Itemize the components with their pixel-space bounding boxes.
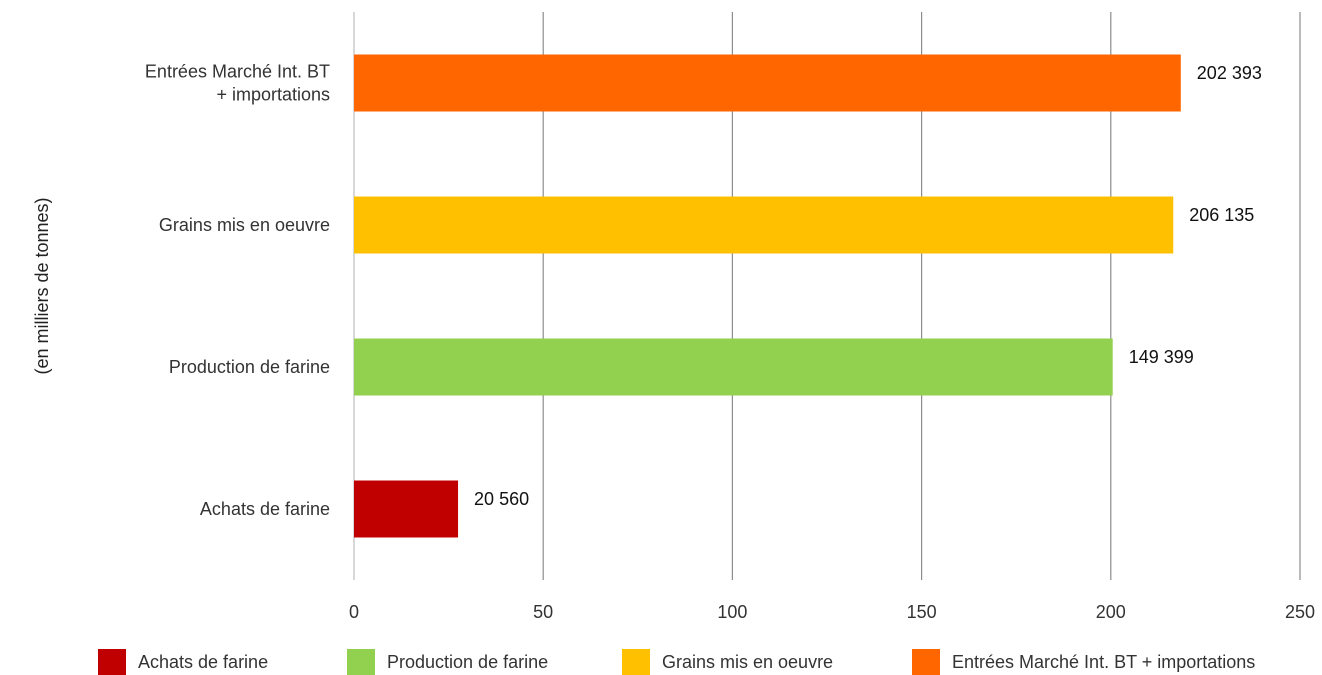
bar-chart-svg: 0 50 100 150 200 250 Entrées Marché Int. BT + i… [32,12,1315,623]
data-label: 20 560 [474,489,529,509]
category-label: Production de farine [169,357,330,377]
legend-item: Achats de farine [98,649,268,675]
legend-label: Grains mis en oeuvre [662,651,834,672]
legend-item: Entrées Marché Int. BT + importations [912,649,1255,675]
category-label-line: Achats de farine [200,499,330,519]
legend-swatch [622,649,650,675]
legend-label: Achats de farine [138,651,269,672]
x-tick-label: 200 [1096,602,1126,622]
y-axis-title: (en milliers de tonnes) [32,197,52,374]
legend-label: Entrées Marché Int. BT + importations [952,651,1256,672]
category-label-line: Grains mis en oeuvre [159,215,330,235]
bar [354,54,1181,112]
bar [354,196,1174,254]
legend-swatch [347,649,375,675]
x-tick-label: 50 [533,602,553,622]
bar [354,480,459,538]
x-tick-label: 250 [1285,602,1315,622]
x-tick-label: 100 [717,602,747,622]
category-label-line: Entrées Marché Int. BT [145,62,330,82]
x-tick-label: 150 [907,602,937,622]
bar [354,338,1113,396]
legend: Achats de farine Production de farine Grai… [0,645,1322,675]
bars [354,54,1181,538]
legend-label: Production de farine [387,651,549,672]
category-label: Achats de farine [200,499,330,519]
legend-item: Production de farine [347,649,548,675]
data-label: 206 135 [1189,205,1254,225]
category-label: Entrées Marché Int. BT + importations [145,62,330,105]
legend-swatch [98,649,126,675]
legend-swatch [912,649,940,675]
legend-item: Grains mis en oeuvre [622,649,833,675]
x-tick-label: 0 [349,602,359,622]
category-label: Grains mis en oeuvre [159,215,330,235]
data-label: 202 393 [1197,63,1262,83]
category-label-line: + importations [216,85,330,105]
labels: 0 50 100 150 200 250 Entrées Marché Int. BT + i… [145,62,1315,623]
category-label-line: Production de farine [169,357,330,377]
data-label: 149 399 [1129,347,1194,367]
